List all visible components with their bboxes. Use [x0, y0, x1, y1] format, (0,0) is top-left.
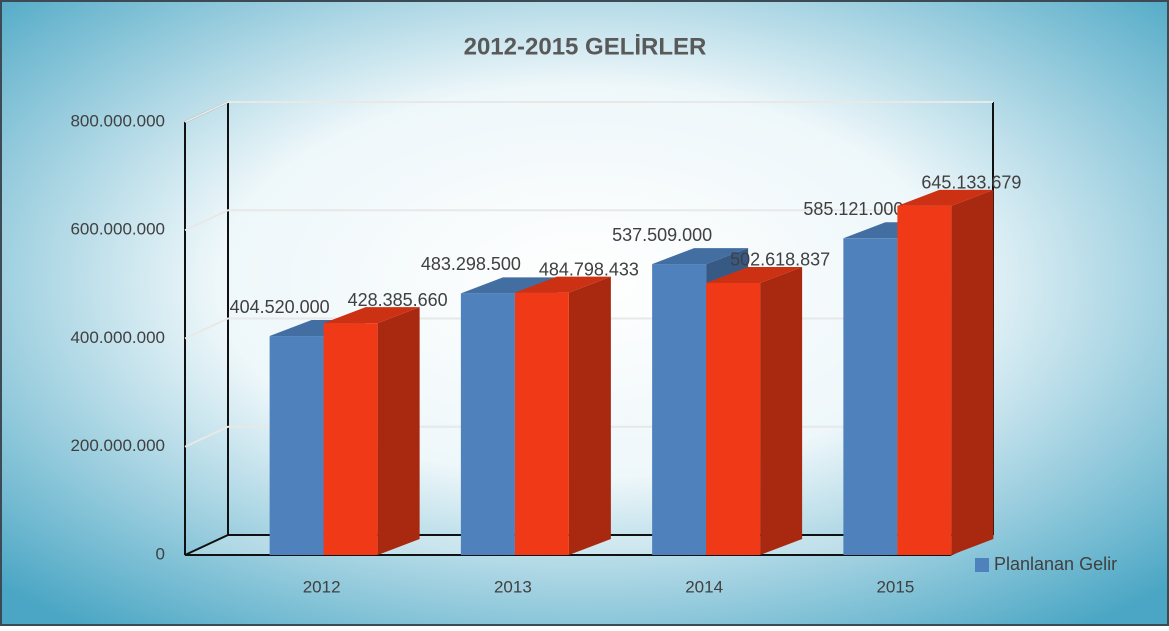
bar-side [568, 276, 611, 555]
y-tick-label: 0 [156, 544, 165, 563]
bar-front [652, 264, 707, 555]
bar-front [323, 323, 378, 555]
bar-side [377, 307, 420, 555]
bar-side [951, 189, 994, 555]
bar-front [843, 238, 898, 555]
bar-front [514, 292, 569, 555]
bar-top [652, 248, 749, 265]
data-label: 585.121.000 [803, 199, 903, 219]
bar-front [269, 336, 324, 555]
x-tick-label: 2012 [303, 577, 341, 596]
bar [323, 307, 420, 555]
bar-top [514, 276, 611, 293]
data-label: 484.798.433 [539, 259, 639, 279]
data-label: 502.618.837 [730, 250, 830, 270]
bar [706, 266, 803, 555]
bar-top [460, 277, 557, 294]
y-tick-label: 800.000.000 [70, 111, 165, 130]
y-tick-label: 400.000.000 [70, 328, 165, 347]
bar-top [897, 189, 994, 206]
bar [897, 189, 994, 555]
grid-line [184, 101, 993, 123]
x-tick-label: 2013 [494, 577, 532, 596]
chart-title: 2012-2015 GELİRLER [464, 33, 707, 60]
data-label: 537.509.000 [612, 225, 712, 245]
data-label: 428.385.660 [348, 290, 448, 310]
bar [514, 276, 611, 555]
data-label: 645.133.679 [921, 173, 1021, 193]
data-label: 404.520.000 [230, 297, 330, 317]
bar-top [323, 307, 420, 324]
y-tick-label: 600.000.000 [70, 220, 165, 239]
y-tick-label: 200.000.000 [70, 436, 165, 455]
x-tick-label: 2015 [876, 577, 914, 596]
legend-label: Planlanan Gelir [994, 554, 1117, 574]
x-tick-label: 2014 [685, 577, 723, 596]
bar-front [897, 205, 952, 555]
legend-swatch [975, 558, 989, 572]
bar-side [760, 266, 803, 555]
bar-top [706, 266, 803, 283]
bar-front [706, 282, 761, 555]
grid-line [184, 209, 993, 232]
data-label: 483.298.500 [421, 254, 521, 274]
plot-area: 0 200.000.000 400.000.000 600.000.000 800.00… [70, 101, 1021, 596]
bar-front [460, 293, 515, 555]
